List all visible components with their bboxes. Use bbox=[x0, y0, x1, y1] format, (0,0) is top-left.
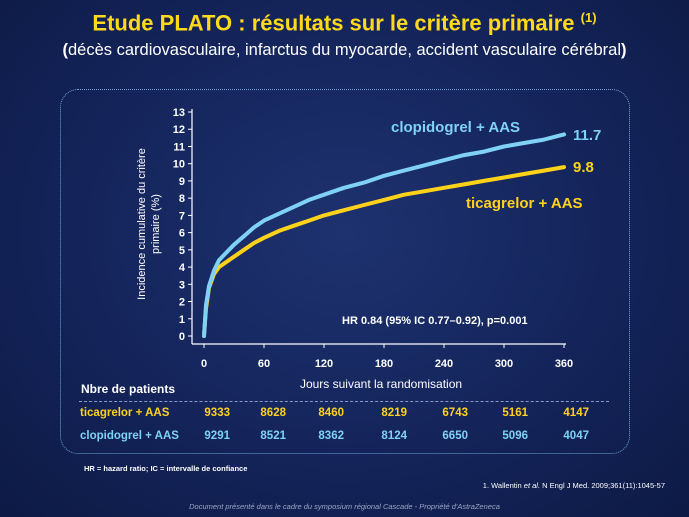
legend-ticagrelor: ticagrelor + AAS bbox=[466, 195, 583, 212]
title-reference-marker: (1) bbox=[580, 10, 597, 25]
y-tick-label: 12 bbox=[173, 124, 185, 136]
reference: 1. Wallentin et al. N Engl J Med. 2009;3… bbox=[483, 481, 665, 490]
footnote: HR = hazard ratio; IC = intervalle de co… bbox=[84, 464, 248, 473]
patients-cell: 8362 bbox=[318, 430, 344, 442]
subtitle-close-paren: ) bbox=[621, 41, 627, 59]
patients-cell: 5161 bbox=[502, 407, 528, 419]
x-tick-label: 60 bbox=[258, 358, 270, 370]
patients-cell: 8460 bbox=[318, 407, 344, 419]
x-tick-label: 360 bbox=[555, 358, 573, 370]
patients-cell: 9291 bbox=[204, 430, 230, 442]
patients-row-label: clopidogrel + AAS bbox=[80, 430, 179, 442]
x-tick-label: 240 bbox=[435, 358, 453, 370]
legend-clopidogrel: clopidogrel + AAS bbox=[391, 119, 520, 136]
patients-cell: 5096 bbox=[502, 430, 528, 442]
slide-subtitle: (décès cardiovasculaire, infarctus du my… bbox=[0, 41, 689, 60]
reference-prefix: 1. Wallentin bbox=[482, 481, 524, 490]
patients-separator bbox=[79, 401, 609, 402]
x-axis-label: Jours suivant la randomisation bbox=[300, 377, 462, 391]
patients-cell: 6650 bbox=[442, 430, 468, 442]
y-tick-label: 3 bbox=[179, 279, 185, 291]
series-line-ticagrelor bbox=[202, 165, 566, 338]
slide-title-text: Etude PLATO : résultats sur le critère p… bbox=[92, 10, 575, 36]
patients-cell: 4047 bbox=[563, 430, 589, 442]
y-tick-label: 5 bbox=[179, 245, 185, 257]
y-tick-label: 8 bbox=[179, 193, 185, 205]
patients-cell: 8219 bbox=[381, 407, 407, 419]
patients-cell: 4147 bbox=[563, 407, 589, 419]
reference-suffix: N Engl J Med. 2009;361(11):1045-57 bbox=[540, 481, 665, 490]
y-axis-label-line2: primaire (%) bbox=[150, 194, 162, 254]
patients-cell: 6743 bbox=[442, 407, 468, 419]
y-tick-label: 9 bbox=[179, 176, 185, 188]
y-tick-label: 6 bbox=[179, 228, 185, 240]
subtitle-open-paren: ( bbox=[62, 41, 68, 59]
y-tick-label: 2 bbox=[179, 297, 185, 309]
patients-cell: 8521 bbox=[260, 430, 286, 442]
y-tick-label: 0 bbox=[179, 331, 185, 343]
patients-header: Nbre de patients bbox=[81, 382, 176, 396]
chart-frame bbox=[60, 89, 630, 454]
slide-title: Etude PLATO : résultats sur le critère p… bbox=[0, 10, 689, 36]
y-tick-label: 10 bbox=[173, 159, 185, 171]
y-tick-label: 11 bbox=[173, 141, 185, 153]
y-axis-label-line1: Incidence cumulative du critère bbox=[136, 148, 148, 300]
subtitle-text: décès cardiovasculaire, infarctus du myo… bbox=[67, 41, 622, 59]
x-tick-label: 0 bbox=[201, 358, 207, 370]
y-tick-label: 4 bbox=[179, 262, 186, 274]
y-tick-label: 7 bbox=[179, 210, 185, 222]
bottom-note: Document présenté dans le cadre du sympo… bbox=[189, 502, 500, 511]
chart-lines bbox=[202, 132, 566, 338]
patients-cell: 8628 bbox=[260, 407, 286, 419]
patients-row-label: ticagrelor + AAS bbox=[80, 407, 170, 419]
series-line-clopidogrel bbox=[202, 132, 566, 338]
y-tick-label: 13 bbox=[173, 107, 185, 119]
reference-etal: et al. bbox=[523, 481, 541, 490]
patients-cell: 8124 bbox=[381, 430, 407, 442]
x-tick-label: 180 bbox=[375, 358, 393, 370]
final-value-clopidogrel: 11.7 bbox=[573, 127, 601, 144]
final-value-ticagrelor: 9.8 bbox=[573, 159, 594, 176]
hazard-ratio-annotation: HR 0.84 (95% IC 0.77–0.92), p=0.001 bbox=[342, 315, 528, 327]
patients-cell: 9333 bbox=[204, 407, 230, 419]
x-tick-label: 300 bbox=[495, 358, 513, 370]
x-tick-label: 120 bbox=[315, 358, 333, 370]
y-tick-label: 1 bbox=[179, 314, 185, 326]
